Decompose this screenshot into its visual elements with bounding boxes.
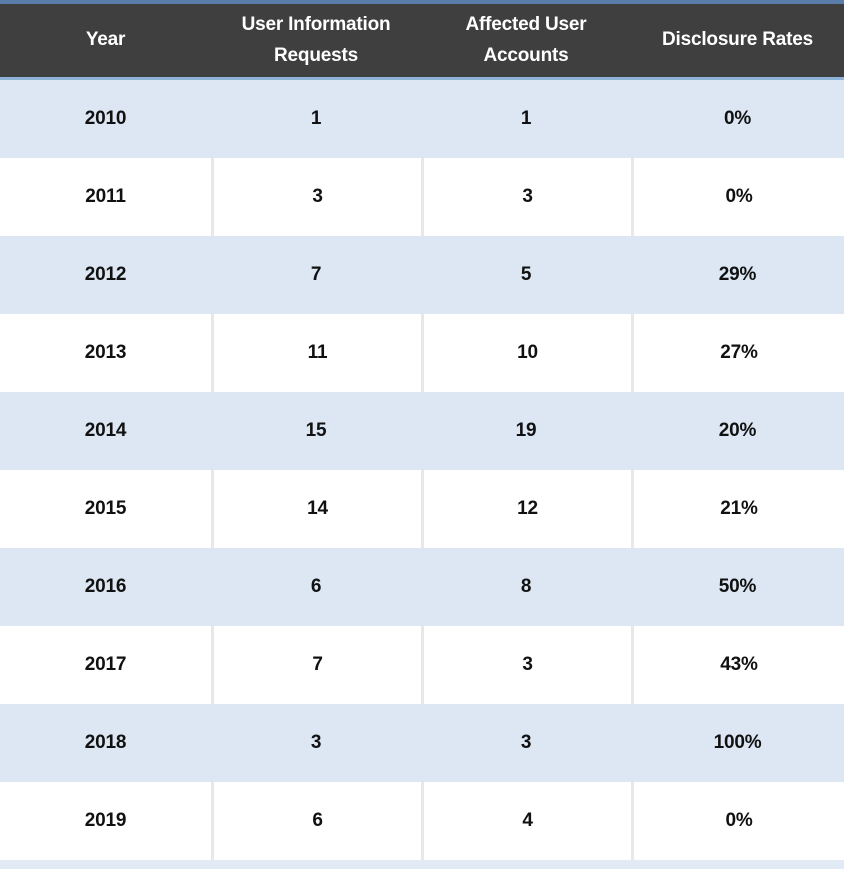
- column-header: Affected User Accounts: [421, 10, 631, 71]
- table-row: 2014 15 19 20%: [0, 392, 844, 470]
- table-cell: 6: [211, 782, 421, 860]
- table-cell: 10: [421, 314, 631, 392]
- column-header: Disclosure Rates: [631, 25, 844, 55]
- table-cell: 7: [211, 626, 421, 704]
- table-cell: 3: [211, 158, 421, 236]
- table-cell: 3: [421, 158, 631, 236]
- table-cell: 19: [515, 420, 537, 441]
- table-cell: 14: [211, 470, 421, 548]
- table-cell: 1: [310, 108, 322, 129]
- table-row: 2017 7 3 43%: [0, 626, 844, 704]
- table-cell: 4: [421, 782, 631, 860]
- table-cell: 2012: [84, 264, 127, 285]
- table-cell: 7: [310, 264, 322, 285]
- table-row: 2013 11 10 27%: [0, 314, 844, 392]
- table-row: 2012 7 5 29%: [0, 236, 844, 314]
- column-header-label: Disclosure Rates: [662, 29, 813, 51]
- table-cell: 6: [310, 576, 322, 597]
- table-cell: 8: [520, 576, 532, 597]
- table-cell: 2013: [84, 342, 127, 363]
- table-cell: 3: [520, 732, 532, 753]
- table-bottom-strip: [0, 860, 844, 869]
- table-cell: 20%: [718, 420, 757, 441]
- table-row: 2015 14 12 21%: [0, 470, 844, 548]
- table-cell: 43%: [631, 626, 844, 704]
- table-cell: 2017: [84, 654, 127, 675]
- table-cell: 100%: [713, 732, 762, 753]
- table-row: 2018 3 3 100%: [0, 704, 844, 782]
- table-cell: 2019: [84, 810, 127, 831]
- table-cell: 2015: [84, 498, 127, 519]
- table-cell: 0%: [631, 782, 844, 860]
- table-cell: 0%: [631, 158, 844, 236]
- column-header: User Information Requests: [211, 10, 421, 71]
- column-header-label: User Information Requests: [241, 14, 391, 66]
- table-cell: 29%: [718, 264, 757, 285]
- column-header-label: Year: [85, 29, 126, 51]
- table-cell: 3: [310, 732, 322, 753]
- table-row: 2011 3 3 0%: [0, 158, 844, 236]
- table-cell: 3: [421, 626, 631, 704]
- table-cell: 0%: [723, 108, 752, 129]
- table-cell: 11: [211, 314, 421, 392]
- table-cell: 1: [520, 108, 532, 129]
- table-row: 2016 6 8 50%: [0, 548, 844, 626]
- table-cell: 2010: [84, 108, 127, 129]
- table-row: 2010 1 1 0%: [0, 80, 844, 158]
- table-cell: 12: [421, 470, 631, 548]
- table-cell: 2016: [84, 576, 127, 597]
- table-body: 2010 1 1 0% 2011 3 3 0% 2012 7 5 29% 2013 11 10 27% 2014…: [0, 80, 844, 860]
- table-cell: 2011: [85, 186, 126, 207]
- table-cell: 27%: [631, 314, 844, 392]
- table-cell: 50%: [718, 576, 757, 597]
- table-row: 2019 6 4 0%: [0, 782, 844, 860]
- table-cell: 21%: [631, 470, 844, 548]
- column-header: Year: [0, 25, 211, 55]
- table-cell: 2018: [84, 732, 127, 753]
- table-header-row: Year User Information Requests Affected Us…: [0, 0, 844, 80]
- table-cell: 15: [305, 420, 327, 441]
- column-header-label: Affected User Accounts: [465, 14, 587, 66]
- table-cell: 5: [520, 264, 532, 285]
- table-cell: 2014: [84, 420, 127, 441]
